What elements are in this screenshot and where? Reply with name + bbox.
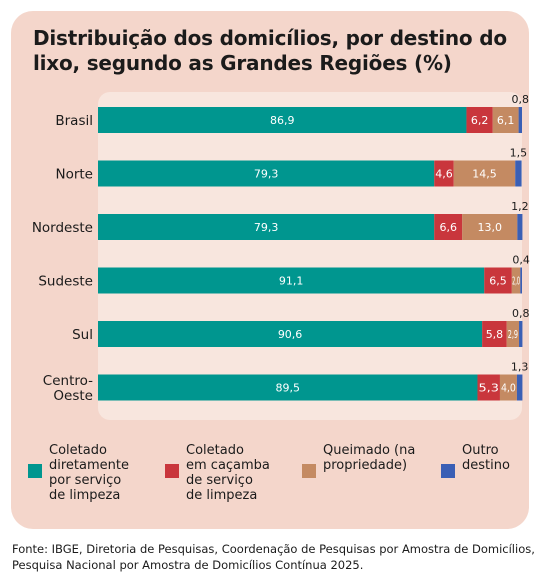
data-label-coletado-diretamente: 79,3	[254, 168, 279, 181]
data-label-cacamba: 5,3	[478, 382, 498, 395]
legend-swatch	[441, 464, 455, 478]
legend-item-outro-destino: Outro destino	[441, 443, 510, 478]
data-label-queimado: 4,0	[501, 382, 516, 395]
bar-segment-cacamba	[466, 107, 493, 133]
legend-item-coletado-diretamente: Coletado diretamente por serviço de limp…	[28, 443, 129, 503]
bar-segment-coletado-diretamente	[98, 214, 435, 240]
legend-swatch	[302, 464, 316, 478]
legend-swatch	[165, 464, 179, 478]
category-label: Sudeste	[38, 274, 93, 290]
data-label-outro-destino: 0,8	[512, 93, 530, 106]
data-label-queimado: 13,0	[478, 221, 503, 234]
data-label-queimado: 14,5	[472, 168, 497, 181]
legend-label: Coletado em caçamba de serviço de limpez…	[186, 443, 270, 503]
bar-segment-queimado	[506, 321, 520, 347]
data-label-queimado: 6,1	[497, 114, 515, 127]
category-label: Sul	[72, 327, 93, 343]
bar-segment-coletado-diretamente	[98, 321, 483, 347]
data-label-outro-destino: 1,2	[511, 200, 529, 213]
bar-segment-outro-destino	[515, 160, 522, 187]
legend: Coletado diretamente por serviço de limp…	[28, 443, 528, 513]
bar-segment-outro-destino	[518, 107, 522, 133]
data-label-queimado: 2,9	[508, 328, 518, 341]
bar-segment-outro-destino	[520, 267, 522, 294]
data-label-coletado-diretamente: 91,1	[279, 275, 304, 288]
data-label-coletado-diretamente: 89,5	[275, 382, 300, 395]
category-label: Brasil	[55, 113, 93, 129]
data-label-coletado-diretamente: 90,6	[278, 328, 303, 341]
legend-item-queimado: Queimado (na propriedade)	[302, 443, 415, 478]
data-label-cacamba: 6,2	[471, 114, 489, 127]
bar-segment-queimado	[511, 267, 521, 294]
legend-label: Queimado (na propriedade)	[323, 443, 416, 473]
category-label: Nordeste	[32, 220, 93, 236]
bar-segment-outro-destino	[519, 321, 523, 347]
bar-segment-outro-destino	[517, 214, 523, 240]
legend-swatch	[28, 464, 42, 478]
bar-segment-cacamba	[484, 267, 512, 294]
data-label-outro-destino: 0,4	[512, 254, 530, 267]
bar-segment-outro-destino	[516, 374, 523, 401]
bar-segment-queimado	[492, 107, 519, 133]
data-label-outro-destino: 0,8	[512, 307, 530, 320]
bar-segment-queimado	[462, 214, 518, 240]
bar-segment-queimado	[453, 160, 516, 187]
legend-label: Outro destino	[462, 443, 510, 473]
bar-segment-coletado-diretamente	[98, 267, 485, 294]
bar-segment-cacamba	[477, 374, 500, 401]
bar-segment-cacamba	[434, 160, 454, 187]
data-label-cacamba: 4,6	[435, 168, 453, 181]
data-label-outro-destino: 1,3	[511, 361, 529, 374]
data-label-coletado-diretamente: 79,3	[254, 221, 279, 234]
bar-segment-coletado-diretamente	[98, 160, 435, 187]
bar-segment-queimado	[499, 374, 517, 401]
source-note: Fonte: IBGE, Diretoria de Pesquisas, Coo…	[12, 542, 535, 572]
data-label-cacamba: 6,6	[439, 221, 457, 234]
bar-segment-coletado-diretamente	[98, 374, 478, 401]
data-label-coletado-diretamente: 86,9	[270, 114, 295, 127]
category-label: Norte	[55, 167, 93, 183]
data-label-outro-destino: 1,5	[510, 147, 528, 160]
category-label: Centro-Oeste	[43, 373, 93, 404]
bar-segment-cacamba	[482, 321, 507, 347]
plot-area	[98, 92, 522, 420]
bar-segment-coletado-diretamente	[98, 107, 467, 133]
data-label-cacamba: 5,8	[486, 328, 504, 341]
legend-item-cacamba: Coletado em caçamba de serviço de limpez…	[165, 443, 270, 503]
data-label-queimado: 2,0	[512, 275, 520, 288]
chart-title: Distribuição dos domicílios, por destino…	[33, 26, 507, 75]
bar-segment-cacamba	[434, 214, 463, 240]
legend-label: Coletado diretamente por serviço de limp…	[49, 443, 129, 503]
data-label-cacamba: 6,5	[489, 275, 507, 288]
